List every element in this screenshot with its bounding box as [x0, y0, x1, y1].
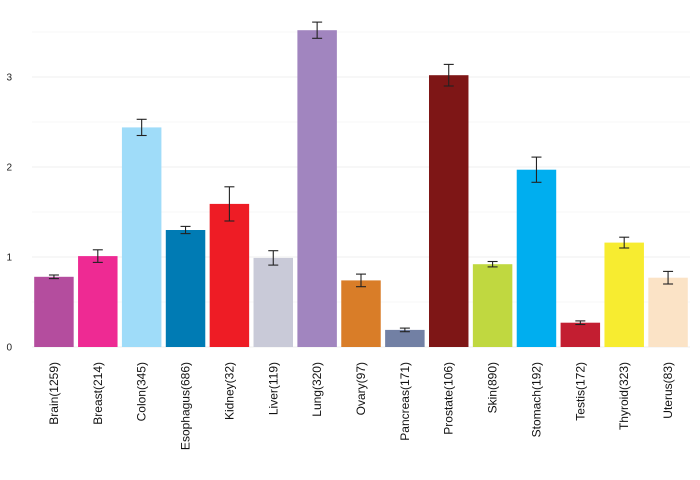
x-tick-label: Thyroid(323) [617, 362, 631, 430]
x-tick-label: Kidney(32) [222, 362, 236, 420]
bar [34, 276, 74, 347]
x-tick-label: Brain(1259) [47, 362, 61, 425]
y-tick-label: 3 [6, 73, 12, 84]
y-axis-ticks: 0 1 2 3 [6, 73, 12, 354]
x-tick-label: Prostate(106) [442, 362, 456, 435]
x-tick-label: Esophagus(686) [179, 362, 193, 450]
bar [165, 230, 206, 347]
bar [253, 257, 294, 347]
x-tick-label: Testis(172) [573, 362, 587, 421]
x-tick-label: Stomach(192) [529, 362, 543, 437]
bar [121, 127, 162, 348]
bar [209, 203, 250, 347]
bar [428, 75, 469, 347]
bar [385, 329, 425, 347]
y-tick-label: 0 [6, 343, 12, 354]
x-tick-label: Liver(119) [266, 362, 280, 415]
bar [604, 242, 644, 347]
bar [297, 30, 337, 347]
x-axis-labels: Brain(1259) Breast(214) Colon(345) Esophagu… [47, 362, 675, 450]
bar [341, 280, 381, 347]
bar [516, 169, 557, 347]
x-tick-label: Ovary(97) [354, 362, 368, 415]
x-tick-label: Skin(890) [486, 362, 500, 413]
bar [78, 256, 118, 347]
bar [648, 277, 688, 347]
y-tick-label: 2 [6, 163, 12, 174]
y-tick-label: 1 [6, 253, 12, 264]
x-tick-label: Pancreas(171) [398, 362, 412, 441]
bars [34, 30, 688, 348]
bar [472, 264, 513, 347]
error-bars [48, 21, 674, 333]
x-tick-label: Colon(345) [135, 362, 149, 421]
x-tick-label: Uterus(83) [661, 362, 675, 419]
x-tick-label: Lung(320) [310, 362, 324, 417]
bar [560, 322, 601, 347]
x-tick-label: Breast(214) [91, 362, 105, 425]
